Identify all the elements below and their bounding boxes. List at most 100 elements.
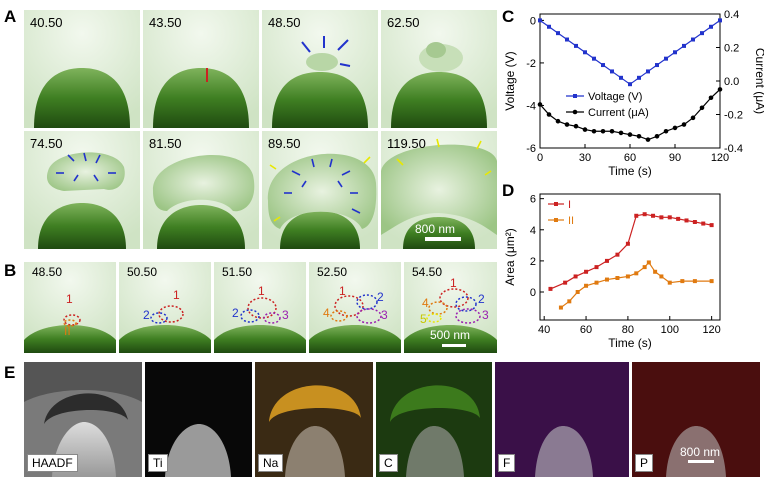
panel-a-frame-5: 74.50 bbox=[24, 131, 140, 249]
data-point bbox=[583, 50, 587, 55]
x-tick-label: 60 bbox=[580, 324, 592, 336]
data-point bbox=[718, 18, 722, 23]
y-tick-label: 2 bbox=[530, 256, 536, 268]
x-tick-label: 30 bbox=[579, 152, 591, 164]
legend-marker bbox=[573, 94, 577, 98]
y-tick-label-right: -0.2 bbox=[724, 110, 743, 122]
eds-map-na: Na bbox=[255, 362, 373, 477]
panel-b-frame-5: 54.50 1 2 3 4 5 500 nm bbox=[404, 262, 497, 353]
data-point bbox=[682, 43, 686, 48]
panel-e-label: E bbox=[4, 363, 16, 382]
data-point bbox=[556, 31, 560, 36]
scale-bar-label: 800 nm bbox=[415, 222, 456, 236]
data-point bbox=[563, 280, 568, 285]
region-label-1: 1 bbox=[450, 276, 457, 290]
y-axis-label-left: Voltage (V) bbox=[503, 51, 517, 110]
data-point bbox=[655, 63, 659, 68]
data-point bbox=[651, 213, 656, 218]
frame-time: 54.50 bbox=[412, 265, 443, 279]
y-tick-label: 4 bbox=[530, 225, 536, 237]
legend-label: Current (μA) bbox=[588, 107, 649, 119]
data-point bbox=[659, 274, 664, 279]
frame-time: 48.50 bbox=[268, 15, 301, 30]
data-point bbox=[627, 132, 633, 137]
region-label-2: 2 bbox=[478, 292, 485, 306]
x-tick-label: 40 bbox=[538, 324, 550, 336]
data-point bbox=[654, 133, 660, 139]
data-point bbox=[667, 215, 672, 220]
data-point bbox=[663, 128, 669, 134]
data-point bbox=[709, 279, 714, 284]
frame-time: 89.50 bbox=[268, 136, 301, 151]
data-point bbox=[538, 18, 542, 23]
scale-bar bbox=[442, 344, 466, 347]
panel-a-frame-3: 48.50 bbox=[262, 10, 378, 128]
region-label-1: 1 bbox=[339, 284, 346, 298]
legend-label: Voltage (V) bbox=[588, 91, 642, 103]
data-point bbox=[555, 118, 561, 124]
eds-map-f: F bbox=[495, 362, 629, 477]
data-point bbox=[701, 221, 706, 226]
data-point bbox=[645, 137, 651, 142]
x-tick-label: 90 bbox=[669, 152, 681, 164]
data-point bbox=[692, 220, 697, 224]
data-point bbox=[625, 274, 630, 279]
panel-b-frame-2: 50.50 1 2 bbox=[119, 262, 211, 353]
y-axis-label: Area (μm²) bbox=[503, 228, 517, 286]
data-point bbox=[636, 133, 642, 139]
data-point bbox=[573, 123, 579, 129]
data-point bbox=[564, 122, 570, 127]
region-label-3: 3 bbox=[482, 308, 489, 322]
legend-label: I bbox=[568, 199, 571, 211]
data-point bbox=[609, 128, 615, 134]
data-point bbox=[681, 122, 687, 127]
data-point bbox=[615, 252, 620, 257]
data-point bbox=[584, 269, 589, 274]
data-point bbox=[659, 215, 664, 220]
data-point bbox=[604, 277, 609, 282]
data-point bbox=[709, 24, 713, 29]
x-axis-label: Time (s) bbox=[608, 336, 652, 350]
legend-marker bbox=[554, 218, 558, 222]
data-point bbox=[699, 105, 705, 111]
data-point bbox=[584, 283, 589, 288]
map-label: Na bbox=[258, 454, 284, 472]
data-point bbox=[594, 280, 599, 285]
data-point bbox=[664, 56, 668, 61]
region-label-II: II bbox=[64, 324, 71, 338]
region-label-1: 1 bbox=[173, 288, 180, 302]
panel-a-label: A bbox=[4, 7, 17, 26]
data-point bbox=[618, 130, 624, 136]
region-label-4: 4 bbox=[422, 296, 429, 310]
frame-time: 50.50 bbox=[127, 265, 158, 279]
y-tick-label-right: 0.4 bbox=[724, 9, 739, 21]
scale-bar bbox=[425, 237, 461, 241]
y-tick-label-right: 0.2 bbox=[724, 43, 739, 55]
data-point bbox=[547, 24, 551, 29]
data-point bbox=[680, 279, 685, 284]
data-point bbox=[600, 128, 606, 134]
data-point bbox=[558, 305, 563, 310]
data-point bbox=[692, 279, 697, 284]
data-point bbox=[700, 31, 704, 36]
panel-a-frame-8: 119.50 800 nm bbox=[381, 131, 497, 249]
data-point bbox=[604, 258, 609, 263]
scale-bar-label: 800 nm bbox=[680, 445, 721, 459]
data-point bbox=[646, 69, 650, 74]
region-label-3: 3 bbox=[381, 308, 388, 322]
map-label: F bbox=[498, 454, 516, 472]
data-point bbox=[653, 269, 658, 274]
data-point bbox=[628, 82, 632, 87]
frame-time: 48.50 bbox=[32, 265, 63, 279]
data-point bbox=[672, 125, 678, 131]
data-point bbox=[642, 265, 647, 270]
data-point bbox=[673, 50, 677, 55]
frame-time: 52.50 bbox=[317, 265, 348, 279]
data-point bbox=[634, 213, 639, 218]
y-tick-label-right: 0.0 bbox=[724, 76, 739, 88]
y-tick-label-left: -6 bbox=[526, 143, 536, 155]
panel-b-label: B bbox=[4, 261, 17, 280]
panel-a-frame-4: 62.50 bbox=[381, 10, 497, 128]
y-tick-label-left: -2 bbox=[526, 58, 536, 70]
legend-marker bbox=[554, 202, 558, 206]
